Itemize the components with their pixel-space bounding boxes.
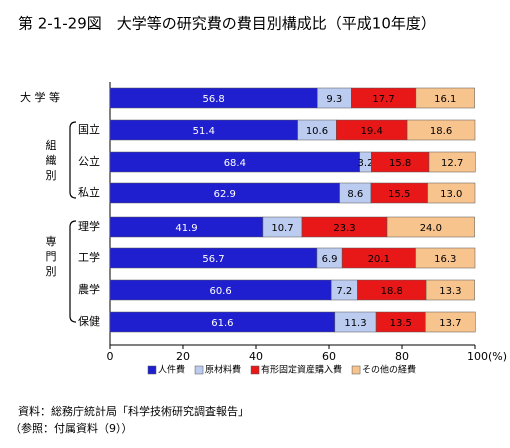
value-label: 6.9 bbox=[322, 254, 338, 265]
value-label: 17.7 bbox=[372, 94, 394, 105]
legend-label: その他の経費 bbox=[362, 364, 416, 376]
value-label: 24.0 bbox=[420, 223, 442, 234]
category-label: 国立 bbox=[78, 122, 100, 136]
legend-swatch bbox=[194, 365, 204, 375]
x-tick-label: 60 bbox=[322, 350, 336, 363]
x-tick-label: 80 bbox=[395, 350, 409, 363]
bar-segment bbox=[425, 279, 475, 301]
category-label: 大 学 等 bbox=[20, 90, 60, 104]
value-label: 19.4 bbox=[361, 126, 383, 137]
source: 資料：総務庁統計局「科学技術研究調査報告」 bbox=[18, 404, 249, 418]
value-label: 9.3 bbox=[326, 94, 342, 105]
x-tick-label: 20 bbox=[176, 350, 190, 363]
bar-segment bbox=[415, 247, 476, 269]
legend-swatch bbox=[250, 365, 260, 375]
value-label: 13.0 bbox=[440, 189, 462, 200]
chart-title: 第 2-1-29図 大学等の研究費の費目別構成比（平成10年度） bbox=[18, 15, 436, 33]
legend-swatch bbox=[351, 365, 361, 375]
category-label: 農学 bbox=[78, 282, 100, 296]
value-label: 7.2 bbox=[336, 286, 352, 297]
value-label: 8.6 bbox=[347, 189, 363, 200]
legend-swatch bbox=[147, 365, 157, 375]
source: （参照：付属資料（9）） bbox=[10, 421, 133, 435]
category-label: 公立 bbox=[78, 154, 100, 168]
value-label: 16.1 bbox=[434, 94, 456, 105]
bar-segment bbox=[427, 182, 476, 204]
value-label: 51.4 bbox=[193, 126, 215, 137]
category-label: 理学 bbox=[78, 219, 100, 233]
group-label: 専門別 bbox=[44, 235, 57, 280]
value-label: 13.7 bbox=[439, 318, 461, 329]
value-label: 12.7 bbox=[441, 158, 463, 169]
group-bracket bbox=[69, 121, 77, 323]
category-label: 私立 bbox=[78, 185, 100, 199]
bar-segment bbox=[406, 119, 476, 141]
legend-label: 原材料費 bbox=[205, 364, 241, 376]
value-label: 16.3 bbox=[434, 254, 456, 265]
value-label: 23.3 bbox=[333, 223, 355, 234]
x-tick-label: 0 bbox=[107, 350, 114, 363]
value-label: 15.8 bbox=[389, 158, 411, 169]
value-label: 13.5 bbox=[390, 318, 412, 329]
x-tick-label: 40 bbox=[249, 350, 263, 363]
value-label: 10.6 bbox=[306, 126, 328, 137]
value-label: 56.7 bbox=[202, 254, 224, 265]
value-label: 13.3 bbox=[439, 286, 461, 297]
bar-segment bbox=[386, 216, 475, 238]
category-label: 工学 bbox=[78, 250, 100, 264]
value-label: 18.8 bbox=[381, 286, 403, 297]
x-tick-label: 100(%) bbox=[467, 350, 507, 363]
group-label: 組織別 bbox=[44, 139, 57, 184]
legend-label: 有形固定資産購入費 bbox=[261, 364, 342, 376]
value-label: 15.5 bbox=[388, 189, 410, 200]
legend-label: 人件費 bbox=[158, 364, 185, 376]
value-label: 20.1 bbox=[368, 254, 390, 265]
value-label: 68.4 bbox=[224, 158, 246, 169]
bar-segment bbox=[415, 87, 475, 109]
value-label: 10.7 bbox=[271, 223, 293, 234]
value-label: 3.2 bbox=[358, 158, 374, 169]
value-label: 18.6 bbox=[430, 126, 452, 137]
bar-segment bbox=[428, 151, 476, 173]
value-label: 61.6 bbox=[211, 318, 233, 329]
category-label: 保健 bbox=[78, 314, 100, 328]
bar-segment bbox=[425, 311, 476, 333]
value-label: 60.6 bbox=[209, 286, 231, 297]
value-label: 41.9 bbox=[175, 223, 197, 234]
value-label: 62.9 bbox=[214, 189, 236, 200]
value-label: 11.3 bbox=[344, 318, 366, 329]
value-label: 56.8 bbox=[203, 94, 225, 105]
